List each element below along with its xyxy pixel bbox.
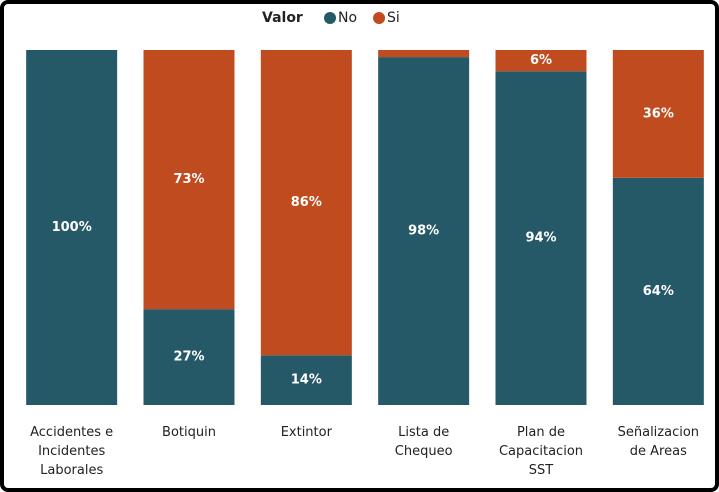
x-tick-label: Accidentes e Incidentes Laborales bbox=[30, 425, 113, 478]
x-tick-label: Botiquin bbox=[162, 425, 216, 440]
data-label: 86% bbox=[291, 195, 322, 210]
data-label: 98% bbox=[408, 224, 439, 239]
bar-segment bbox=[260, 355, 352, 405]
legend-title: Valor bbox=[262, 10, 303, 26]
bar-segment bbox=[260, 50, 352, 356]
x-tick-label: Extintor bbox=[281, 425, 333, 440]
data-label: 6% bbox=[530, 53, 552, 68]
legend-swatch bbox=[373, 12, 386, 24]
bar-segment bbox=[495, 50, 587, 72]
legend-swatch bbox=[324, 12, 336, 24]
x-tick-label: Plan de Capacitacion SST bbox=[499, 425, 583, 478]
data-label: 14% bbox=[291, 373, 322, 388]
x-tick-label: Lista de Chequeo bbox=[395, 425, 453, 459]
legend-label: Si bbox=[387, 10, 400, 26]
bar-segment bbox=[26, 50, 118, 405]
data-label: 36% bbox=[643, 106, 674, 121]
bar-segment bbox=[495, 71, 587, 406]
bar-segment bbox=[143, 50, 235, 310]
data-label: 73% bbox=[173, 172, 204, 187]
legend-label: No bbox=[338, 10, 357, 26]
data-label: 94% bbox=[525, 231, 556, 246]
data-label: 100% bbox=[52, 220, 92, 235]
bar-segment bbox=[143, 309, 235, 405]
bar-segment bbox=[378, 57, 470, 405]
bar-segment bbox=[612, 177, 704, 405]
bar-segment bbox=[378, 50, 470, 58]
data-label: 27% bbox=[173, 350, 204, 365]
bar-segment bbox=[612, 50, 704, 178]
x-tick-label: Señalizacion de Areas bbox=[618, 425, 699, 459]
data-label: 64% bbox=[643, 284, 674, 299]
